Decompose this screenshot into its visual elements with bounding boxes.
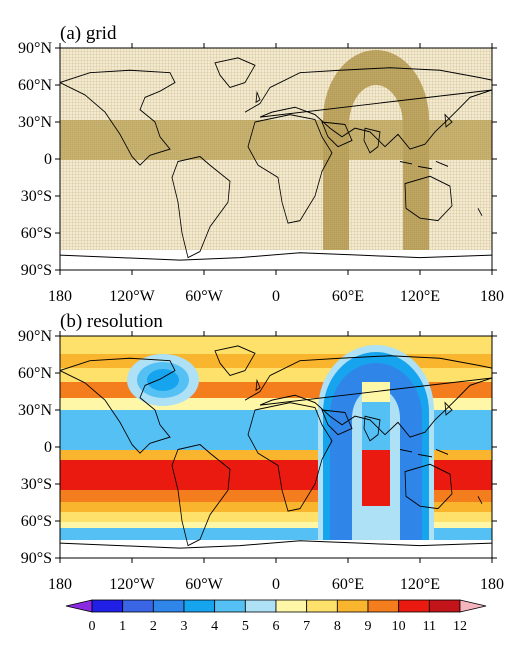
lat-tick-label: 60°N [18, 365, 52, 382]
lat-tick-label: 90°S [21, 550, 52, 567]
lat-tick-label: 60°S [21, 513, 52, 530]
colorbar-swatch [183, 599, 216, 613]
panel-b-title: (b) resolution [60, 311, 163, 332]
colorbar-label: 9 [365, 619, 372, 634]
colorbar-swatch [152, 599, 185, 613]
lat-tick-label: 30°S [21, 188, 52, 205]
lon-tick-label: 60°W [185, 288, 223, 305]
colorbar-label: 3 [181, 619, 188, 634]
colorbar-label: 11 [423, 619, 436, 634]
colorbar: 0 1 2 3 4 5 6 7 8 9 10 11 12 [65, 599, 487, 634]
lon-tick-label: 120°E [400, 576, 440, 593]
panel-a-map [60, 48, 492, 270]
colorbar-label: 12 [453, 619, 467, 634]
colorbar-swatch [367, 599, 400, 613]
colorbar-label: 1 [119, 619, 126, 634]
colorbar-label: 5 [242, 619, 249, 634]
colorbar-over-triangle [459, 599, 487, 613]
lon-tick-label: 180 [48, 288, 72, 305]
colorbar-swatch [336, 599, 369, 613]
lon-axis-a: 180 120°W 60°W 0 60°E 120°E 180 [48, 43, 504, 305]
lat-tick-label: 0 [44, 151, 52, 168]
colorbar-label: 4 [211, 619, 218, 634]
lon-axis-b: 180 120°W 60°W 0 60°E 120°E 180 [48, 331, 504, 593]
lat-tick-label: 90°N [18, 40, 52, 57]
lon-tick-label: 120°E [400, 288, 440, 305]
lat-tick-label: 60°S [21, 225, 52, 242]
lat-tick-label: 0 [44, 439, 52, 456]
colorbar-swatch [122, 599, 154, 613]
lat-tick-label: 30°N [18, 402, 52, 419]
lat-tick-label: 90°S [21, 262, 52, 279]
colorbar-label: 0 [89, 619, 96, 634]
lon-tick-label: 0 [272, 576, 280, 593]
lat-axis-b: 90°N 60°N 30°N 0 30°S 60°S 90°S [18, 328, 497, 567]
colorbar-swatch [244, 599, 277, 613]
colorbar-swatch [398, 599, 430, 613]
colorbar-swatch [91, 599, 124, 613]
lon-tick-label: 60°E [332, 288, 364, 305]
lat-tick-label: 30°S [21, 476, 52, 493]
lon-tick-label: 120°W [109, 288, 155, 305]
lat-tick-label: 90°N [18, 328, 52, 345]
lon-tick-label: 120°W [109, 576, 155, 593]
panel-a-title: (a) grid [60, 23, 117, 44]
colorbar-swatch [306, 599, 338, 613]
lat-tick-label: 60°N [18, 77, 52, 94]
lat-tick-label: 30°N [18, 114, 52, 131]
lon-tick-label: 180 [480, 288, 504, 305]
colorbar-label: 7 [303, 619, 310, 634]
lon-tick-label: 0 [272, 288, 280, 305]
colorbar-swatch [214, 599, 246, 613]
lon-tick-label: 180 [48, 576, 72, 593]
lon-tick-label: 60°E [332, 576, 364, 593]
colorbar-label: 6 [273, 619, 280, 634]
colorbar-label: 2 [150, 619, 157, 634]
panel-b-map [60, 336, 492, 558]
colorbar-swatch [428, 599, 461, 613]
colorbar-under-triangle [65, 599, 93, 613]
lat-axis-a: 90°N 60°N 30°N 0 30°S 60°S 90°S [18, 40, 497, 279]
lon-tick-label: 60°W [185, 576, 223, 593]
colorbar-label: 8 [334, 619, 341, 634]
lon-tick-label: 180 [480, 576, 504, 593]
colorbar-label: 10 [392, 619, 406, 634]
colorbar-swatch [275, 599, 308, 613]
